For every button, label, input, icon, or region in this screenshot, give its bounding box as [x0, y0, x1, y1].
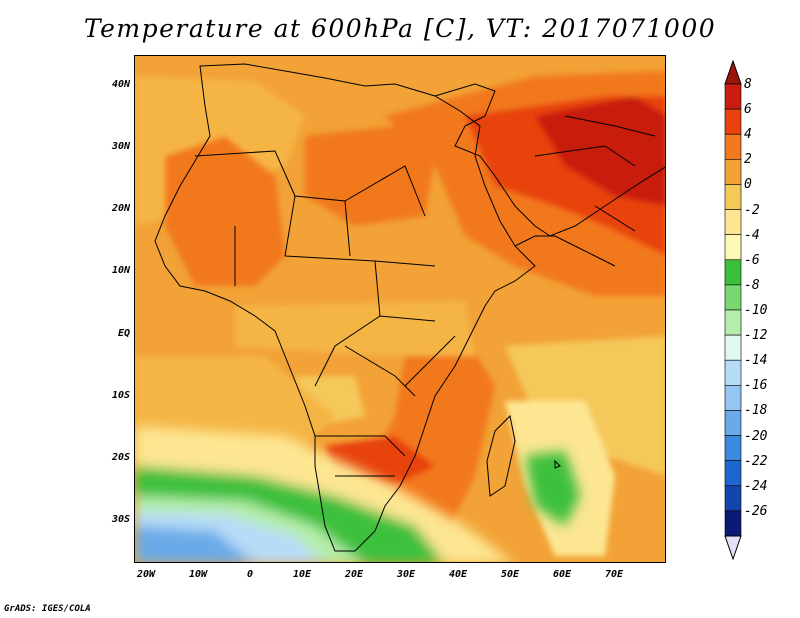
colorbar-swatch: [724, 159, 742, 185]
lon-label-30e: 30E: [396, 569, 416, 580]
temperature-map[interactable]: [134, 55, 666, 563]
cold-southern-field: [135, 426, 580, 562]
field-mascarene-green: [525, 451, 580, 526]
colorbar: [724, 60, 742, 560]
colorbar-label: -16: [744, 378, 768, 394]
colorbar-swatch: [724, 460, 742, 487]
colorbar-swatch: [724, 83, 742, 110]
colorbar-label: -22: [744, 453, 768, 469]
colorbar-swatch: [724, 259, 742, 286]
colorbar-label: -2: [744, 202, 760, 218]
colorbar-swatch: [724, 485, 742, 512]
lon-label-70e: 70E: [604, 569, 624, 580]
lon-label-50e: 50E: [500, 569, 520, 580]
colorbar-swatch: [724, 209, 742, 235]
lat-label-30n: 30N: [111, 141, 130, 152]
colorbar-swatch: [724, 284, 742, 311]
colorbar-swatch: [724, 385, 742, 411]
colorbar-swatch: [724, 359, 742, 386]
colorbar-swatch: [724, 234, 742, 261]
colorbar-label: -8: [744, 277, 760, 293]
lon-label-10e: 10E: [292, 569, 312, 580]
colorbar-label: -20: [744, 428, 768, 444]
field-sahel-mild: [235, 301, 475, 356]
colorbar-label: 0: [744, 177, 752, 193]
lat-label-10s: 10S: [111, 390, 130, 401]
colorbar-bottom-arrow: [724, 535, 742, 560]
asia-borders: [534, 115, 656, 232]
lon-label-20w: 20W: [136, 569, 156, 580]
colorbar-label: -18: [744, 403, 768, 419]
colorbar-top-arrow: [724, 60, 742, 85]
lon-label-60e: 60E: [552, 569, 572, 580]
colorbar-swatch: [724, 133, 742, 160]
asia-coastline: [434, 83, 665, 237]
lon-label-10w: 10W: [188, 569, 208, 580]
colorbar-label: 2: [744, 152, 752, 168]
mauritius: [554, 459, 561, 469]
colorbar-label: 6: [744, 102, 752, 118]
colorbar-label: 4: [744, 127, 752, 143]
colorbar-swatch: [724, 334, 742, 361]
arabia-south-coast: [514, 235, 616, 267]
lat-label-20n: 20N: [111, 203, 130, 214]
colorbar-label: -26: [744, 503, 768, 519]
field-libya-egypt: [305, 126, 435, 226]
country-borders: [194, 150, 456, 477]
colorbar-label: -24: [744, 478, 768, 494]
chart-title: Temperature at 600hPa [C], VT: 201707100…: [83, 14, 717, 43]
field-east-africa-warm: [365, 336, 495, 536]
colorbar-swatch: [724, 108, 742, 135]
colorbar-label: -10: [744, 303, 768, 318]
lat-label-10n: 10N: [111, 265, 130, 276]
colorbar-swatch: [724, 510, 742, 537]
lon-label-20e: 20E: [344, 569, 364, 580]
colorbar-label: 8: [744, 77, 752, 92]
colorbar-swatch: [724, 410, 742, 436]
field-sahara-west: [165, 136, 285, 286]
colorbar-label: -6: [744, 252, 760, 268]
colorbar-swatch: [724, 184, 742, 210]
temperature-field: [135, 71, 665, 556]
lat-label-20s: 20S: [111, 452, 130, 463]
lat-label-30s: 30S: [111, 514, 130, 525]
madagascar: [486, 414, 516, 497]
lon-label-40e: 40E: [448, 569, 468, 580]
lon-label-0: 0: [246, 569, 254, 580]
field-iran-very-hot: [535, 96, 665, 206]
colorbar-label: -4: [744, 227, 760, 243]
coastlines: [154, 63, 665, 552]
colorbar-swatch: [724, 309, 742, 336]
africa-coastline: [154, 63, 536, 552]
colorbar-label: -14: [744, 353, 768, 369]
colorbar-swatch: [724, 435, 742, 461]
colorbar-label: -12: [744, 328, 768, 344]
lat-label-40n: 40N: [111, 79, 130, 90]
map-canvas: [135, 56, 665, 562]
grads-credit: GrADS: IGES/COLA: [4, 604, 91, 614]
lat-label-eq: EQ: [117, 328, 130, 339]
field-blue: [135, 526, 253, 562]
